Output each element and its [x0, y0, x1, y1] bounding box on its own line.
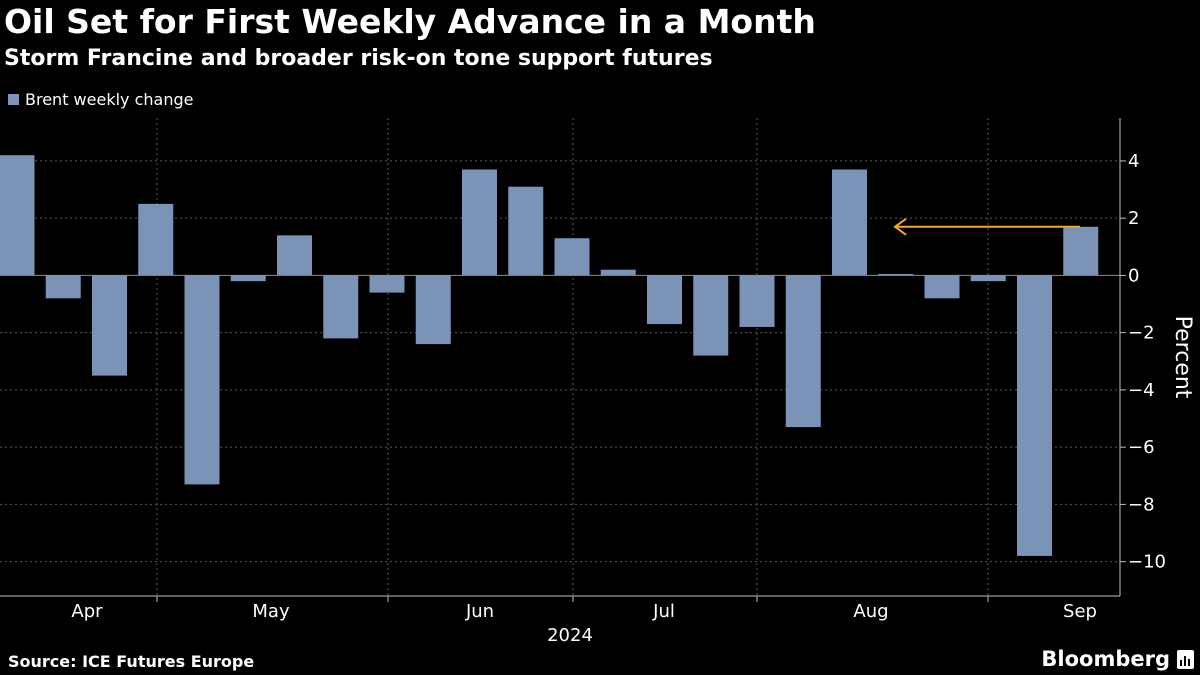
bar	[184, 275, 220, 485]
bar	[554, 238, 590, 276]
bloomberg-logo-icon	[1177, 650, 1194, 669]
bar	[693, 275, 729, 356]
ytick-label: −8	[1128, 494, 1155, 515]
bar	[647, 275, 682, 325]
ytick-label: 2	[1128, 208, 1139, 229]
legend-swatch	[8, 94, 19, 105]
bar	[785, 275, 821, 428]
bar	[92, 275, 127, 376]
xtick-label: Sep	[1063, 601, 1097, 622]
bar	[1063, 226, 1099, 276]
legend: Brent weekly change	[8, 90, 193, 109]
bar	[832, 169, 867, 276]
bar	[508, 186, 544, 276]
bar	[878, 273, 914, 276]
chart-title: Oil Set for First Weekly Advance in a Mo…	[4, 2, 816, 41]
ytick-label: 4	[1128, 151, 1139, 172]
bar	[600, 269, 636, 276]
ytick-label: 0	[1128, 265, 1139, 286]
bar	[462, 169, 497, 276]
xtick-label: Apr	[71, 601, 103, 622]
bar	[45, 275, 81, 299]
xtick-label: Aug	[853, 601, 888, 622]
bar	[230, 275, 266, 282]
ytick-label: −10	[1128, 552, 1166, 573]
bar	[924, 275, 960, 299]
ytick-label: −2	[1128, 323, 1155, 344]
bar	[369, 275, 405, 293]
ytick-label: −6	[1128, 437, 1155, 458]
chart-subtitle: Storm Francine and broader risk-on tone …	[4, 46, 713, 71]
y-axis-title: Percent	[1170, 316, 1195, 399]
bar	[1017, 275, 1052, 556]
brand-wordmark: Bloomberg	[1041, 647, 1170, 671]
x-year-label: 2024	[547, 625, 593, 646]
xtick-label: Jun	[465, 601, 494, 622]
xtick-label: May	[252, 601, 290, 622]
ytick-label: −4	[1128, 380, 1155, 401]
bar	[415, 275, 451, 345]
bar	[0, 155, 35, 276]
xtick-label: Jul	[652, 601, 675, 622]
bar	[138, 203, 174, 276]
legend-label: Brent weekly change	[25, 90, 194, 109]
bar	[277, 235, 312, 276]
source-note: Source: ICE Futures Europe	[8, 652, 255, 671]
annotation-arrow-head	[893, 217, 907, 236]
bar	[739, 275, 775, 327]
bar	[970, 275, 1006, 282]
bar	[323, 275, 359, 339]
